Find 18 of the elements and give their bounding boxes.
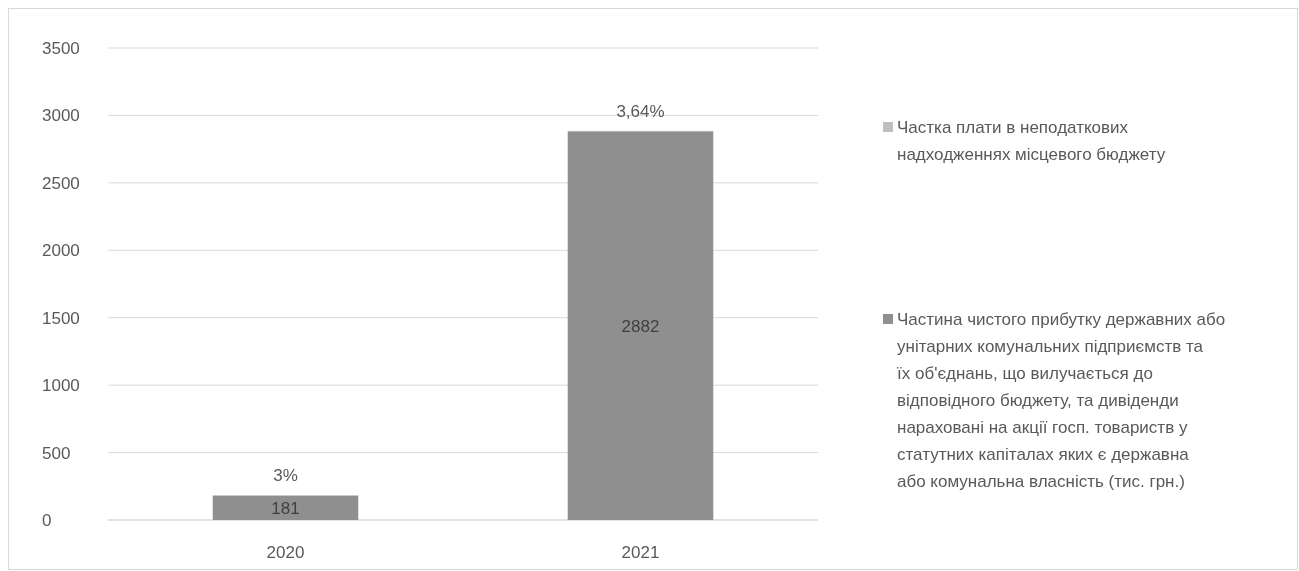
- data-label: 3%: [273, 466, 298, 486]
- data-label: 181: [271, 498, 300, 518]
- data-label: 2882: [621, 316, 660, 336]
- y-tick-label: 3000: [42, 106, 80, 126]
- bar: [212, 495, 359, 520]
- legend-label: Частка плати в неподаткових надходженнях місцевого бюджету: [897, 118, 1166, 164]
- y-tick-label: 2000: [42, 241, 80, 261]
- x-tick-label: 2020: [266, 543, 305, 562]
- y-tick-label: 1500: [42, 308, 80, 328]
- y-tick-label: 500: [42, 443, 71, 463]
- y-tick-label: 0: [42, 511, 52, 530]
- legend-label: Частина чистого прибутку державних або унітарних комунальних підприємств та їх об'єднань, що вилучається до відповідного бюджету, та дивіденди нараховані на акції госп. товариств у статутних капіталах яких є державна або комунальна власність (тис. грн.): [896, 310, 1226, 491]
- y-tick-label: 3500: [42, 39, 80, 58]
- y-tick-label: 1000: [42, 376, 80, 396]
- bar: [567, 131, 714, 520]
- x-tick-label: 2021: [621, 543, 660, 562]
- data-label: 3,64%: [616, 101, 665, 121]
- y-tick-label: 2500: [42, 173, 80, 193]
